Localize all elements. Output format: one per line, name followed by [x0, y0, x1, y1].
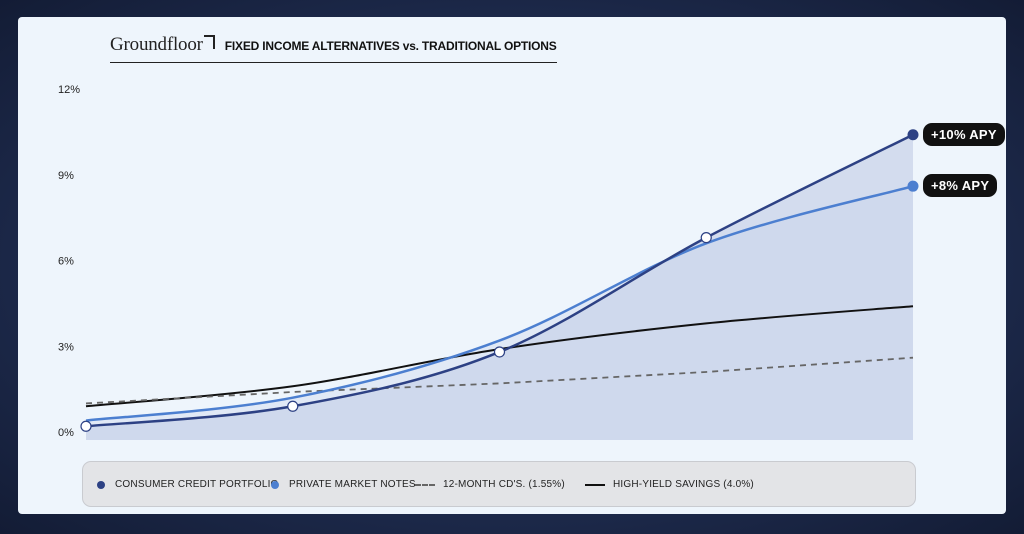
area-fill-consumer_credit: [86, 134, 913, 440]
legend-item-cds: 12-MONTH CD'S. (1.55%): [415, 479, 565, 490]
dashed-line-icon: [415, 483, 435, 486]
private-notes-apy-badge: +8% APY: [923, 174, 998, 198]
legend-label-private-notes: PRIVATE MARKET NOTES: [289, 479, 416, 490]
private-notes-dot-icon: [271, 480, 279, 489]
consumer-credit-dot-icon: [97, 480, 105, 489]
legend-item-savings: HIGH-YIELD SAVINGS (4.0%): [585, 479, 754, 490]
legend-label-savings: HIGH-YIELD SAVINGS (4.0%): [613, 479, 754, 490]
consumer-credit-point: [493, 346, 506, 358]
y-tick-label: 3%: [58, 341, 74, 353]
brand-logo: Groundfloor: [110, 34, 215, 56]
private-notes-end-point: [907, 180, 919, 192]
legend-label-cds: 12-MONTH CD'S. (1.55%): [443, 479, 565, 490]
legend-label-consumer-credit: CONSUMER CREDIT PORTFOLIO: [115, 479, 279, 490]
y-axis: 0% 3% 6% 9% 12%: [58, 84, 80, 439]
legend-item-consumer-credit: CONSUMER CREDIT PORTFOLIO: [97, 479, 279, 490]
brand-mark-icon: [203, 35, 215, 49]
series-points: [80, 129, 919, 432]
consumer-credit-apy-badge: +10% APY: [923, 122, 1005, 146]
chart-legend: CONSUMER CREDIT PORTFOLIO PRIVATE MARKET…: [82, 461, 916, 507]
consumer-credit-end-point: [907, 129, 919, 141]
chart-title: FIXED INCOME ALTERNATIVES vs. TRADITIONA…: [224, 39, 557, 53]
consumer-credit-point: [287, 400, 299, 412]
legend-item-private-notes: PRIVATE MARKET NOTES: [271, 479, 416, 490]
y-tick-label: 9%: [58, 170, 74, 182]
series-line-private_notes: [85, 184, 914, 422]
chart-header: Groundfloor FIXED INCOME ALTERNATIVES vs…: [110, 34, 557, 63]
y-tick-label: 6%: [58, 256, 74, 268]
y-tick-label: 12%: [58, 84, 80, 96]
consumer-credit-point: [80, 420, 92, 432]
area-fills: [86, 134, 913, 440]
solid-line-icon: [585, 483, 605, 486]
consumer-credit-point: [700, 232, 712, 244]
y-tick-label: 0%: [58, 427, 74, 439]
area-fill-private_notes: [86, 186, 913, 440]
